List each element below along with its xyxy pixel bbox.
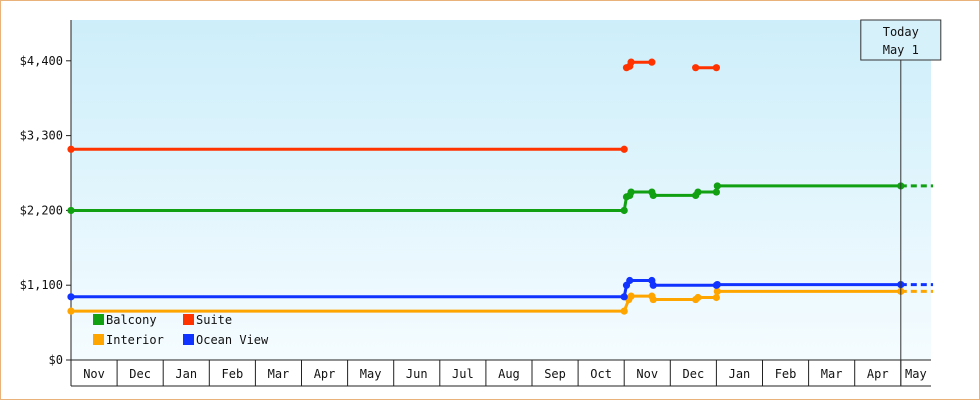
x-tick-label: Jan: [729, 367, 751, 381]
y-tick-label: $3,300: [20, 129, 63, 143]
legend-label-balcony: Balcony: [106, 313, 157, 327]
plot-area: [71, 20, 931, 360]
data-point: [620, 293, 628, 301]
data-point: [67, 206, 75, 215]
legend-label-interior: Interior: [106, 333, 164, 347]
today-label: Today: [883, 25, 919, 39]
data-point: [627, 292, 635, 300]
legend-swatch-ocean-view: [183, 334, 194, 345]
legend-swatch-interior: [93, 334, 104, 345]
data-point: [713, 182, 721, 190]
data-point: [712, 293, 721, 302]
x-tick-label: Dec: [129, 367, 151, 381]
x-tick-label: Nov: [636, 367, 658, 381]
x-tick-label: Jul: [452, 367, 474, 381]
x-tick-label: Oct: [590, 367, 612, 381]
x-tick-label: Mar: [268, 367, 290, 381]
legend-label-ocean-view: Ocean View: [196, 333, 269, 347]
data-point: [620, 206, 628, 215]
today-date-label: May 1: [883, 43, 919, 57]
legend-label-suite: Suite: [196, 313, 232, 327]
x-tick-label: May: [360, 367, 382, 381]
data-point: [649, 281, 657, 289]
x-tick-label: Apr: [314, 367, 336, 381]
x-tick-label: Dec: [683, 367, 705, 381]
data-point: [712, 64, 721, 72]
data-point: [692, 64, 700, 72]
legend-swatch-suite: [183, 314, 194, 325]
y-tick-label: $0: [49, 353, 63, 367]
legend-swatch-balcony: [93, 314, 104, 325]
data-point: [694, 293, 702, 302]
y-tick-label: $4,400: [20, 54, 63, 68]
data-point: [713, 287, 721, 295]
x-tick-label: Feb: [222, 367, 244, 381]
data-point: [67, 145, 75, 153]
x-tick-label: Apr: [867, 367, 889, 381]
data-point: [67, 307, 75, 315]
x-tick-label: Jan: [175, 367, 197, 381]
data-point: [648, 58, 656, 66]
data-point: [627, 58, 635, 66]
data-point: [620, 145, 628, 153]
data-point: [620, 307, 628, 315]
x-tick-label: Aug: [498, 367, 520, 381]
data-point: [626, 276, 634, 285]
data-point: [713, 280, 721, 289]
x-tick-label: May: [905, 367, 927, 381]
x-tick-label: Sep: [544, 367, 566, 381]
data-point: [627, 188, 635, 196]
today-box: [860, 19, 942, 61]
data-point: [67, 293, 75, 301]
data-point: [712, 188, 721, 196]
data-point: [649, 191, 657, 200]
data-point: [694, 188, 702, 196]
x-tick-label: Nov: [83, 367, 105, 381]
data-point: [649, 295, 657, 304]
y-tick-label: $2,200: [20, 203, 63, 217]
x-tick-label: Mar: [821, 367, 843, 381]
x-tick-label: Feb: [775, 367, 797, 381]
x-tick-label: Jun: [406, 367, 428, 381]
y-tick-label: $1,100: [20, 278, 63, 292]
